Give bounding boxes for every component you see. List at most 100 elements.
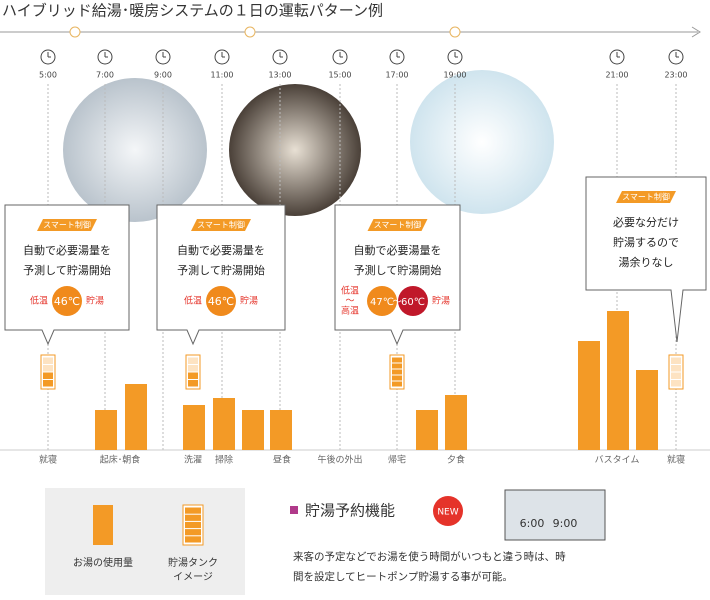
clock-hands [675, 52, 679, 58]
tank-level [188, 357, 198, 364]
tank-level [185, 521, 201, 529]
moon [449, 26, 461, 38]
activity: 夕食 [447, 454, 465, 466]
device [504, 489, 606, 541]
activity: 就寝 [39, 454, 57, 466]
time-label: 17:00 [385, 71, 408, 80]
time-label: 23:00 [664, 71, 687, 80]
store: 貯湯 [240, 296, 258, 307]
tank-level [671, 357, 681, 364]
time-label: 15:00 [328, 71, 351, 80]
activity: 昼食 [273, 454, 291, 466]
callout-box [156, 204, 286, 346]
tank-level [185, 514, 201, 521]
temp-circle [206, 286, 236, 316]
temp-circle [52, 286, 82, 316]
badge: スマート制御 [197, 220, 245, 230]
callout-line: 予測して貯湯開始 [23, 263, 111, 277]
activity: 午後の外出 [317, 454, 362, 466]
badge-bg [367, 219, 428, 231]
arrow [691, 26, 701, 38]
badge-bg [191, 219, 251, 231]
photo-bath [410, 70, 554, 214]
tilde: 〜 [345, 297, 354, 307]
activity: 就寝 [667, 454, 685, 466]
low: 低温 [184, 295, 202, 307]
badge: スマート制御 [622, 192, 670, 202]
tank-level [392, 375, 402, 381]
clock-hands [454, 52, 458, 58]
legend-bar [93, 505, 113, 545]
title: ハイブリッド給湯･暖房システムの１日の運転パターン例 [2, 2, 383, 20]
time-label: 21:00 [605, 71, 628, 80]
temp: 60℃ [401, 297, 425, 308]
clock-hands [104, 52, 108, 58]
photo-sink [63, 78, 207, 222]
tank-level [188, 372, 198, 379]
legend-tank: イメージ [173, 572, 213, 583]
callout-line: 自動で必要湯量を [177, 243, 265, 257]
description: 間を設定してヒートポンプ貯湯する事が可能。 [293, 570, 513, 583]
legend-box [45, 488, 245, 595]
activity: 洗濯 [184, 454, 202, 466]
sun [69, 26, 81, 38]
legend-usage: お湯の使用量 [73, 556, 133, 569]
tank-level [671, 365, 681, 372]
high: 高温 [341, 305, 359, 317]
clock-hands [339, 52, 343, 58]
badge-bg [37, 219, 97, 231]
sun [244, 26, 256, 38]
tank-level [392, 381, 402, 387]
badge-bg [616, 191, 676, 203]
new-text: NEW [437, 508, 458, 518]
tank-level [188, 380, 198, 387]
time-label: 7:00 [96, 71, 114, 80]
clock-hands [279, 52, 283, 58]
clock-hands [162, 52, 166, 58]
feature-icon [290, 506, 298, 514]
tank-level [185, 529, 201, 536]
badge: スマート制御 [43, 220, 91, 230]
photo-dishes [229, 84, 361, 216]
time-label: 11:00 [210, 71, 233, 80]
activity: 帰宅 [388, 454, 406, 466]
callout-box [585, 176, 707, 343]
clock-hands [221, 52, 225, 58]
activity: 起床･朝食 [100, 454, 141, 466]
tank-level [671, 372, 681, 379]
clock-hands [47, 52, 51, 58]
callout-line: 自動で必要湯量を [23, 243, 111, 257]
time-label: 13:00 [268, 71, 291, 80]
store: 貯湯 [86, 296, 104, 307]
tank-level [392, 369, 402, 375]
temp: 46℃ [208, 295, 234, 308]
tank-level [185, 507, 201, 514]
tank-level [43, 365, 53, 372]
activity: 掃除 [215, 454, 233, 466]
temp-circle [367, 286, 397, 316]
callout-line: 予測して貯湯開始 [354, 263, 442, 277]
feature-title: 貯湯予約機能 [305, 502, 395, 520]
description: 来客の予定などでお湯を使う時間がいつもと違う時は、時 [293, 550, 566, 563]
low: 低温 [341, 285, 359, 297]
callout-box [334, 204, 461, 346]
temp: 47℃ [370, 297, 394, 308]
callout-box [4, 204, 130, 346]
new-badge [433, 496, 463, 526]
tank-level [392, 363, 402, 369]
device-time: 6:00 [520, 517, 545, 530]
callout-line: 予測して貯湯開始 [177, 263, 265, 277]
callout-line: 湯余りなし [619, 255, 674, 269]
time-label: 9:00 [154, 71, 172, 80]
temp: 46℃ [54, 295, 80, 308]
time-label: 5:00 [39, 71, 57, 80]
tank-level [43, 380, 53, 387]
tank-level [671, 380, 681, 387]
tank-level [392, 357, 402, 363]
badge: スマート制御 [374, 220, 422, 230]
activity: バスタイム [595, 455, 640, 466]
temp-circle [398, 286, 428, 316]
callout-line: 必要な分だけ [613, 216, 679, 229]
tank-level [43, 357, 53, 364]
low: 低温 [30, 295, 48, 307]
